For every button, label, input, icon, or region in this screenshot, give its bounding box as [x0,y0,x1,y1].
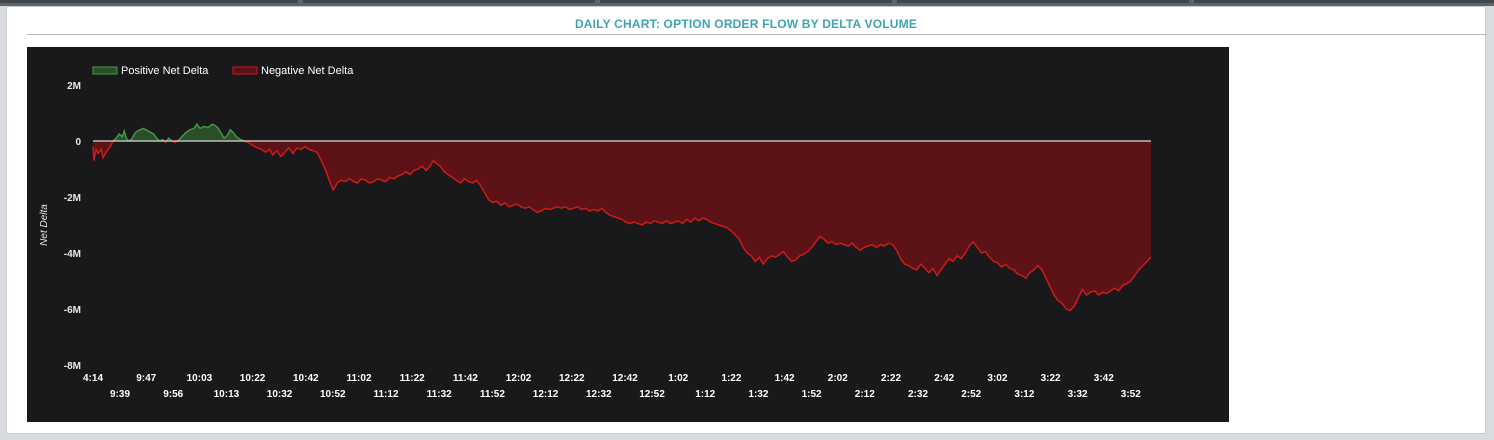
y-tick-label: -2M [64,193,81,204]
x-tick-label: 10:32 [267,389,293,400]
legend-label: Negative Net Delta [261,65,354,77]
x-tick-label: 9:56 [163,389,183,400]
legend-item[interactable]: Positive Net Delta [92,65,209,77]
x-tick-label: 11:42 [453,373,478,384]
x-tick-label: 2:02 [828,373,848,384]
x-tick-label: 1:42 [775,373,795,384]
x-tick-label: 3:22 [1041,373,1061,384]
x-tick-label: 11:12 [373,389,398,400]
x-tick-label: 3:42 [1094,373,1114,384]
y-axis-label: Net Delta [39,204,50,246]
chart-area[interactable]: Positive Net Delta Negative Net Delta 2M 0… [27,47,1229,422]
top-tab-2[interactable] [303,0,595,3]
x-tick-label: 3:12 [1014,389,1034,400]
top-toolbar-strip [0,0,1494,6]
y-tick-label: 0 [75,137,81,148]
x-tick-label: 12:52 [639,389,665,400]
x-tick-label: 11:02 [346,373,371,384]
x-tick-label: 11:32 [427,389,452,400]
x-tick-label: 12:32 [586,389,612,400]
positive-series-line [112,122,247,141]
x-tick-label: 10:52 [320,389,346,400]
x-tick-label: 3:32 [1068,389,1088,400]
x-tick-label: 1:12 [695,389,715,400]
x-tick-label: 3:02 [987,373,1007,384]
y-tick-label: 2M [67,81,81,92]
legend-label: Positive Net Delta [121,65,209,77]
x-tick-label: 2:12 [855,389,875,400]
y-tick-label: -6M [64,305,81,316]
x-axis-ticks-bottom: 9:39 9:56 10:13 10:32 10:52 11:12 11:32 11:52 12… [110,389,1141,400]
legend-swatch [92,66,118,75]
y-axis-ticks: 2M 0 -2M -4M -6M -8M [64,81,82,372]
chart-panel: DAILY CHART: OPTION ORDER FLOW BY DELTA … [6,6,1487,434]
x-tick-label: 1:02 [668,373,688,384]
x-tick-label: 2:32 [908,389,928,400]
x-tick-label: 2:42 [934,373,954,384]
legend-swatch [232,66,258,75]
x-tick-label: 9:47 [136,373,156,384]
top-tab-1[interactable] [0,0,298,3]
x-tick-label: 12:12 [533,389,559,400]
legend-item[interactable]: Negative Net Delta [232,65,354,77]
x-tick-label: 2:22 [881,373,901,384]
x-tick-label: 12:22 [559,373,585,384]
x-tick-label: 10:42 [293,373,319,384]
x-tick-label: 4:14 [83,373,103,384]
x-tick-label: 12:42 [612,373,638,384]
net-delta-chart[interactable]: Positive Net Delta Negative Net Delta 2M 0… [27,47,1229,422]
chart-title: DAILY CHART: OPTION ORDER FLOW BY DELTA … [574,17,918,31]
x-tick-label: 2:52 [961,389,981,400]
y-tick-label: -4M [64,249,81,260]
top-tab-4[interactable] [897,0,1189,3]
x-tick-label: 9:39 [110,389,130,400]
negative-series-line [92,141,1152,312]
x-tick-label: 10:22 [240,373,266,384]
top-tab-5[interactable] [1194,0,1494,3]
x-tick-label: 11:22 [400,373,425,384]
series-areas [92,122,1152,312]
x-tick-label: 3:52 [1121,389,1141,400]
x-tick-label: 10:03 [187,373,213,384]
title-divider [27,34,1487,35]
y-tick-label: -8M [64,361,81,372]
x-tick-label: 1:52 [802,389,822,400]
chart-legend: Positive Net Delta Negative Net Delta [92,65,354,77]
x-tick-label: 1:22 [721,373,741,384]
x-tick-label: 11:52 [480,389,505,400]
negative-area-fill [93,141,1151,311]
x-tick-label: 12:02 [506,373,532,384]
positive-area-fill [93,124,1151,141]
x-axis-ticks-top: 4:14 9:47 10:03 10:22 10:42 11:02 11:22 11:42 12… [83,373,1114,384]
top-tab-3[interactable] [600,0,892,3]
x-tick-label: 1:32 [748,389,768,400]
x-tick-label: 10:13 [214,389,240,400]
